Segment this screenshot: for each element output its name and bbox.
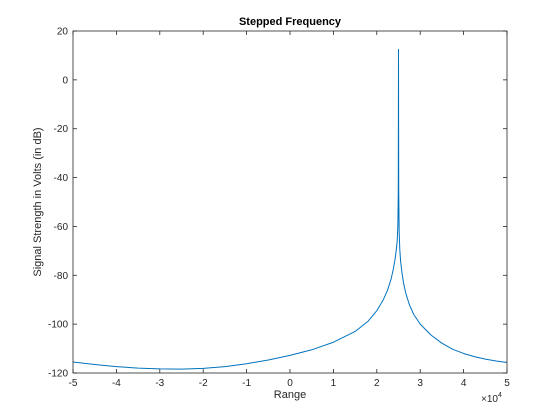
x-axis-label: Range bbox=[274, 389, 306, 401]
x-tick-label: 4 bbox=[461, 378, 467, 389]
y-tick-label: -100 bbox=[48, 320, 68, 331]
y-axis-ticks: 20 0 -20 -40 -60 -80 -100 -120 bbox=[48, 27, 507, 380]
x-tick-label: 3 bbox=[417, 378, 423, 389]
y-tick-label: -60 bbox=[54, 222, 69, 233]
y-tick-label: 0 bbox=[62, 75, 68, 86]
y-tick-label: 20 bbox=[57, 27, 69, 38]
x-tick-label: 0 bbox=[287, 378, 293, 389]
x-tick-label: -1 bbox=[242, 378, 251, 389]
series-layer bbox=[72, 48, 508, 370]
series-line-0 bbox=[72, 48, 508, 370]
x-axis-exponent: ×104 bbox=[481, 392, 502, 405]
x-tick-label: -5 bbox=[69, 378, 78, 389]
x-tick-label: 2 bbox=[374, 378, 380, 389]
y-tick-label: -20 bbox=[54, 124, 69, 135]
x-tick-label: -3 bbox=[155, 378, 164, 389]
x-axis-exponent-power: 4 bbox=[498, 392, 502, 399]
x-axis-exponent-base: ×10 bbox=[481, 394, 498, 405]
x-tick-label: 5 bbox=[504, 378, 510, 389]
y-tick-label: -40 bbox=[54, 173, 69, 184]
y-tick-label: -80 bbox=[54, 271, 69, 282]
x-tick-label: 1 bbox=[331, 378, 337, 389]
y-tick-label: -120 bbox=[48, 369, 68, 380]
chart-title: Stepped Frequency bbox=[239, 16, 342, 28]
x-tick-label: -2 bbox=[199, 378, 208, 389]
y-axis-label: Signal Strength in Volts (in dB) bbox=[32, 127, 44, 276]
plot-area bbox=[73, 31, 507, 373]
x-tick-label: -4 bbox=[112, 378, 121, 389]
x-axis-ticks: -5 -4 -3 -2 -1 0 1 2 3 4 5 bbox=[69, 31, 510, 389]
